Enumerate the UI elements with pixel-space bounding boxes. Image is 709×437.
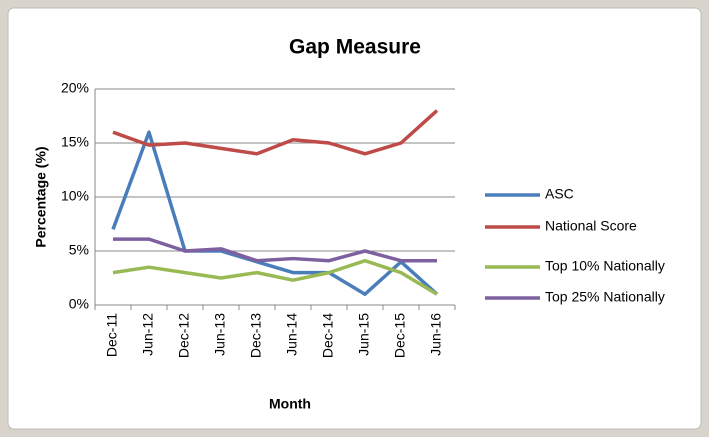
chart-area xyxy=(7,7,702,430)
series-line xyxy=(111,130,439,296)
series-line xyxy=(112,109,439,156)
x-tick-label: Jun-15 xyxy=(356,313,372,356)
x-tick-label: Jun-12 xyxy=(140,313,156,356)
y-axis-label: Percentage (%) xyxy=(33,146,49,247)
x-tick-label: Jun-13 xyxy=(212,313,228,356)
x-tick-label: Dec-14 xyxy=(320,313,336,358)
x-axis-label: Month xyxy=(269,396,311,412)
chart-title: Gap Measure xyxy=(289,36,421,59)
x-tick-label: Dec-12 xyxy=(176,313,192,358)
series-line xyxy=(112,258,438,296)
y-tick-label: 5% xyxy=(69,242,89,258)
x-tick-label: Jun-14 xyxy=(284,313,300,356)
x-tick-label: Dec-13 xyxy=(248,313,264,358)
x-tick-label: Dec-15 xyxy=(392,313,408,358)
y-tick-label: 15% xyxy=(61,134,89,150)
legend-label: ASC xyxy=(545,186,574,202)
legend-label: National Score xyxy=(545,218,637,234)
y-tick-label: 10% xyxy=(61,188,89,204)
legend-label: Top 25% Nationally xyxy=(545,289,665,305)
series-line xyxy=(113,237,437,263)
legend-label: Top 10% Nationally xyxy=(545,258,665,274)
y-tick-label: 0% xyxy=(69,296,89,312)
y-tick-label: 20% xyxy=(61,80,89,96)
x-tick-label: Dec-11 xyxy=(104,313,120,357)
x-tick-label: Jun-16 xyxy=(428,313,444,356)
